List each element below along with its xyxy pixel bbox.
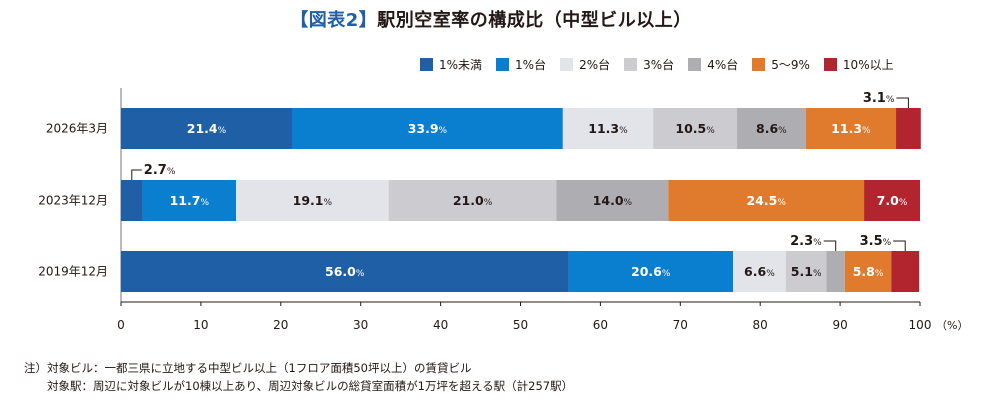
- legend-item: 4%台: [688, 56, 738, 73]
- data-label: 5.1%: [791, 264, 822, 279]
- bar-segment: [805, 108, 897, 149]
- x-axis-unit: （%）: [936, 319, 968, 332]
- legend-label: 4%台: [707, 58, 739, 72]
- footnote-2: 対象駅：周辺に対象ビルが10棟以上あり、周辺対象ビルの総貸室面積が1万坪を超える…: [24, 379, 574, 393]
- legend-item: 5〜9%: [752, 56, 810, 73]
- bar-segment: [864, 180, 920, 221]
- bar-segment: [785, 251, 827, 292]
- title-text: 駅別空室率の構成比（中型ビル以上）: [377, 10, 692, 31]
- data-label: 7.0%: [877, 193, 908, 208]
- bar-segment: [891, 251, 920, 292]
- x-tick-label: 80: [753, 318, 768, 332]
- bar-segment: [562, 108, 654, 149]
- legend-label: 3%台: [643, 58, 675, 72]
- data-label: 3.5%: [860, 234, 892, 249]
- data-label: 8.6%: [756, 121, 787, 136]
- data-label: 2.3%: [790, 234, 822, 249]
- legend-item: 3%台: [624, 56, 674, 73]
- legend-swatch: [496, 58, 510, 71]
- legend-swatch: [823, 58, 837, 71]
- data-label: 14.0%: [593, 193, 633, 208]
- legend-item: 1%未満: [420, 56, 482, 73]
- bar-segment: [121, 108, 292, 149]
- category-label: 2019年12月: [38, 265, 108, 279]
- x-tick-label: 20: [273, 318, 288, 332]
- x-tick-label: 60: [593, 318, 608, 332]
- data-label: 21.0%: [453, 193, 493, 208]
- legend-swatch: [420, 58, 433, 71]
- data-label: 10.5%: [675, 121, 715, 136]
- bar-segment: [142, 180, 237, 221]
- bar-segment: [556, 180, 669, 221]
- bar-segment: [896, 108, 921, 149]
- x-tick-label: 0: [117, 318, 125, 332]
- legend-item: 2%台: [560, 56, 610, 73]
- bar-segment: [291, 108, 563, 149]
- bar-segment: [826, 251, 845, 292]
- bar-segment: [236, 180, 389, 221]
- x-tick-label: 90: [832, 318, 847, 332]
- legend-label: 2%台: [579, 58, 611, 72]
- legend-swatch: [752, 58, 766, 71]
- callout-line: [893, 240, 906, 251]
- legend: 1%未満 1%台 2%台 3%台 4%台 5〜9% 10%以上: [420, 56, 908, 73]
- x-tick-label: 10: [193, 318, 208, 332]
- data-label: 33.9%: [408, 121, 448, 136]
- bar-segment: [568, 251, 734, 292]
- bar-segment: [737, 108, 806, 149]
- data-label: 21.4%: [187, 121, 227, 136]
- x-tick-label: 40: [433, 318, 448, 332]
- data-label: 6.6%: [744, 264, 775, 279]
- callout-line: [823, 240, 837, 251]
- category-label: 2026年3月: [46, 122, 108, 136]
- bar-segment: [388, 180, 557, 221]
- bar-segment: [121, 180, 143, 221]
- data-label: 19.1%: [293, 193, 333, 208]
- data-label: 11.3%: [588, 121, 628, 136]
- figure-number: 【図表2】: [290, 10, 378, 31]
- category-label: 2023年12月: [38, 194, 108, 208]
- legend-label: 1%台: [515, 58, 547, 72]
- legend-swatch: [560, 58, 574, 71]
- bar-segment: [844, 251, 892, 292]
- data-label: 11.3%: [831, 121, 871, 136]
- footnote-1: 注）対象ビル：一都三県に立地する中型ビル以上（1フロア面積50坪以上）の賃貸ビル: [24, 361, 472, 375]
- bar-segment: [121, 251, 569, 292]
- legend-item: 10%以上: [823, 56, 894, 73]
- x-tick-label: 100: [909, 318, 932, 332]
- callout-line: [896, 97, 909, 108]
- chart-title: 【図表2】駅別空室率の構成比（中型ビル以上）: [0, 6, 982, 32]
- legend-label: 10%以上: [842, 58, 894, 72]
- x-tick-label: 70: [673, 318, 688, 332]
- callout-line: [131, 169, 142, 180]
- data-label: 3.1%: [863, 91, 895, 106]
- data-label: 5.8%: [853, 264, 884, 279]
- legend-label: 1%未満: [439, 58, 483, 72]
- data-label: 11.7%: [170, 193, 210, 208]
- bar-segment: [733, 251, 786, 292]
- data-label: 20.6%: [631, 264, 671, 279]
- x-tick-label: 50: [513, 318, 528, 332]
- bar-segment: [653, 108, 738, 149]
- bar-segment: [668, 180, 865, 221]
- stacked-bar-chart: 2026年3月 21.4% 33.9% 11.3% 10.5% 8.6% 11.3% 3.1%…: [38, 88, 968, 332]
- data-label: 2.7%: [144, 163, 176, 178]
- data-label: 24.5%: [746, 193, 786, 208]
- legend-swatch: [624, 58, 638, 71]
- x-tick-label: 30: [353, 318, 368, 332]
- legend-label: 5〜9%: [771, 58, 810, 72]
- legend-item: 1%台: [496, 56, 546, 73]
- data-label: 56.0%: [325, 264, 365, 279]
- legend-swatch: [688, 58, 702, 71]
